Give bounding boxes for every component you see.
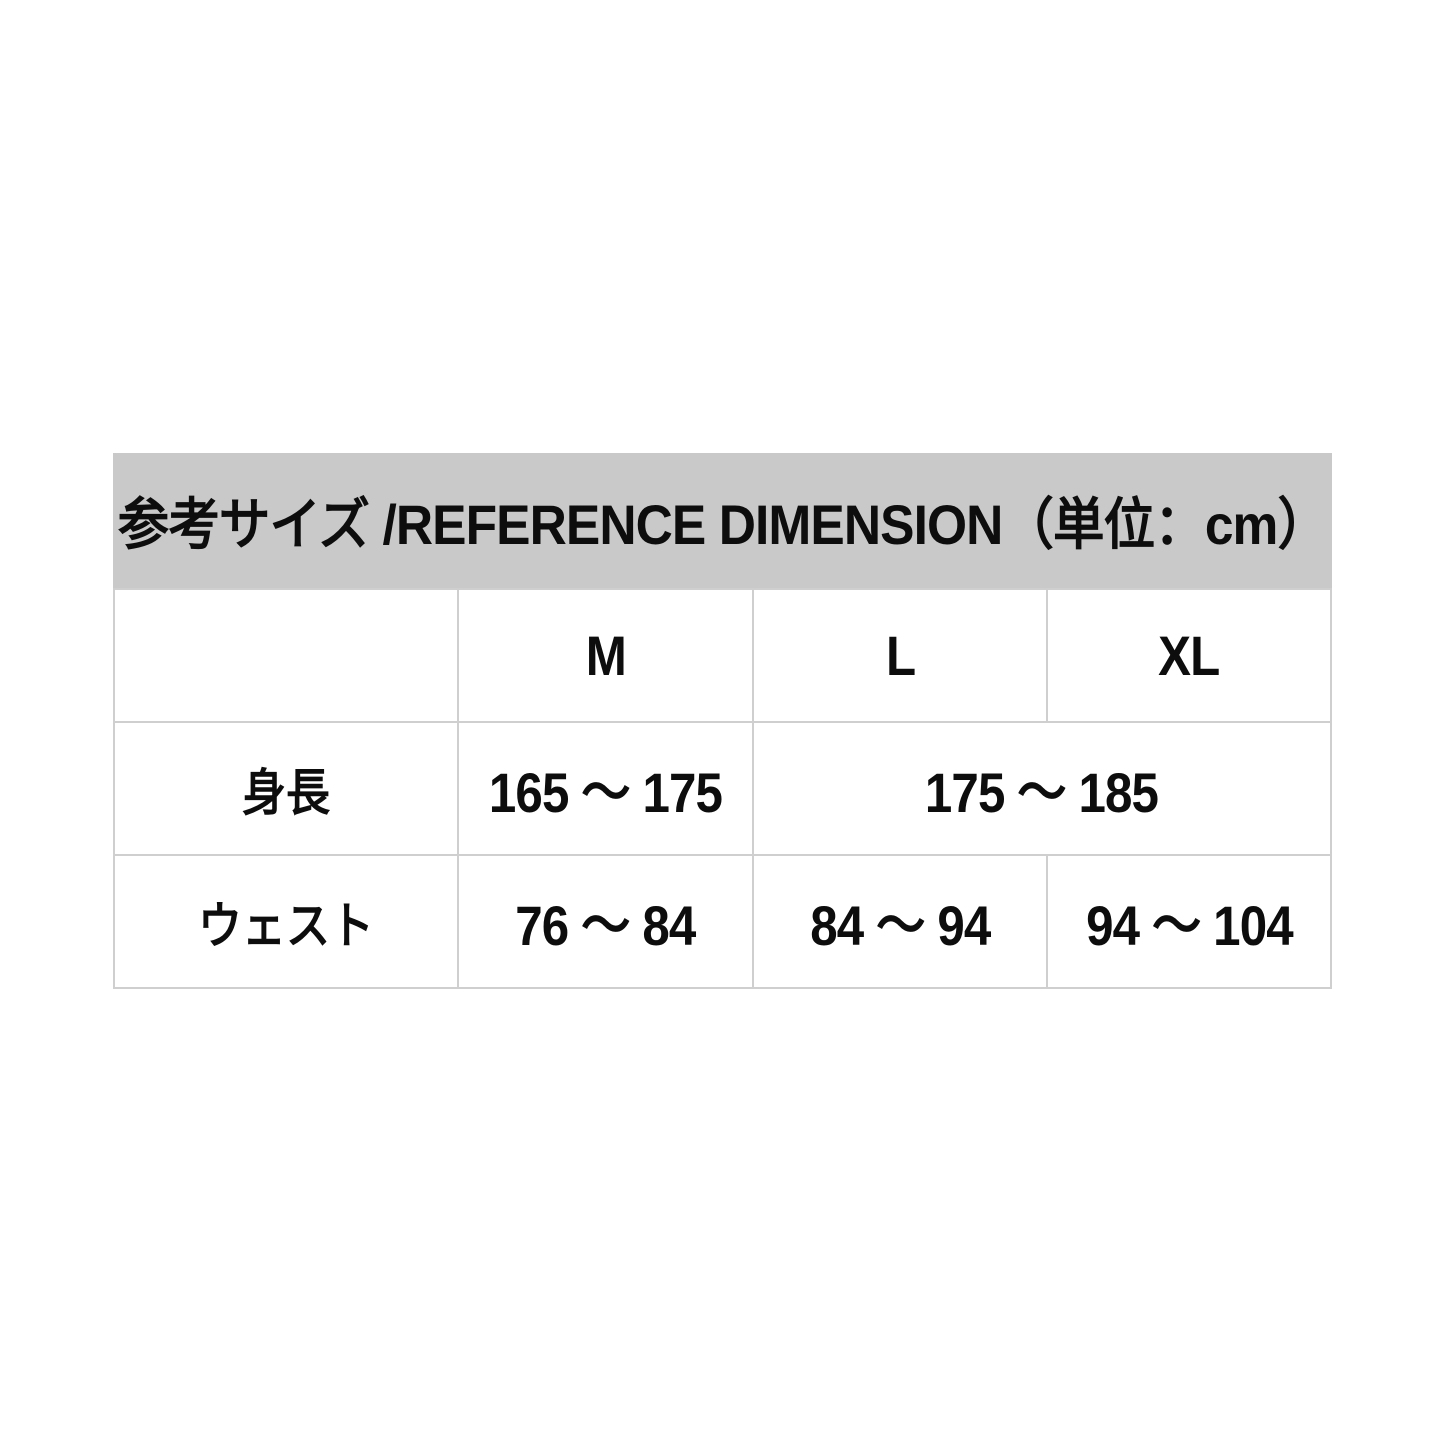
row-label-height-text: 身長: [242, 764, 331, 821]
size-label-l: L: [885, 624, 916, 687]
row-label-waist-text: ウェスト: [198, 897, 375, 954]
height-value-l-xl: 175 ～ 185: [751, 721, 1333, 856]
size-label-xl: XL: [1158, 624, 1221, 687]
header-cell-xl: XL: [1046, 588, 1332, 723]
waist-value-xl-text: 94 ～ 104: [1085, 894, 1294, 957]
table-row-height: 身長 165 ～ 175 175 ～ 185: [112, 721, 1333, 856]
size-chart-title: 参考サイズ /REFERENCE DIMENSION（単位：cm）: [117, 493, 1328, 556]
table-row-waist: ウェスト 76 ～ 84 84 ～ 94 94 ～ 104: [112, 854, 1332, 989]
size-chart-title-bar: 参考サイズ /REFERENCE DIMENSION（単位：cm）: [113, 453, 1332, 588]
waist-value-xl: 94 ～ 104: [1046, 854, 1332, 989]
height-value-l-xl-text: 175 ～ 185: [925, 761, 1159, 824]
size-header-row: M L XL: [112, 588, 1332, 723]
row-label-waist: ウェスト: [112, 854, 460, 989]
size-label-m: M: [585, 624, 627, 687]
waist-value-l: 84 ～ 94: [751, 854, 1049, 989]
size-chart: 参考サイズ /REFERENCE DIMENSION（単位：cm） M: [112, 453, 1333, 989]
size-table: M L XL 身長 165 ～ 175: [112, 588, 1333, 989]
waist-value-m-text: 76 ～ 84: [515, 894, 697, 957]
height-value-m-text: 165 ～ 175: [489, 761, 723, 824]
header-cell-m: M: [457, 588, 754, 723]
header-cell-l: L: [751, 588, 1049, 723]
height-value-m: 165 ～ 175: [457, 721, 754, 856]
header-cell-empty: [112, 588, 460, 723]
waist-value-l-text: 84 ～ 94: [810, 894, 991, 957]
row-label-height: 身長: [112, 721, 460, 856]
waist-value-m: 76 ～ 84: [457, 854, 754, 989]
